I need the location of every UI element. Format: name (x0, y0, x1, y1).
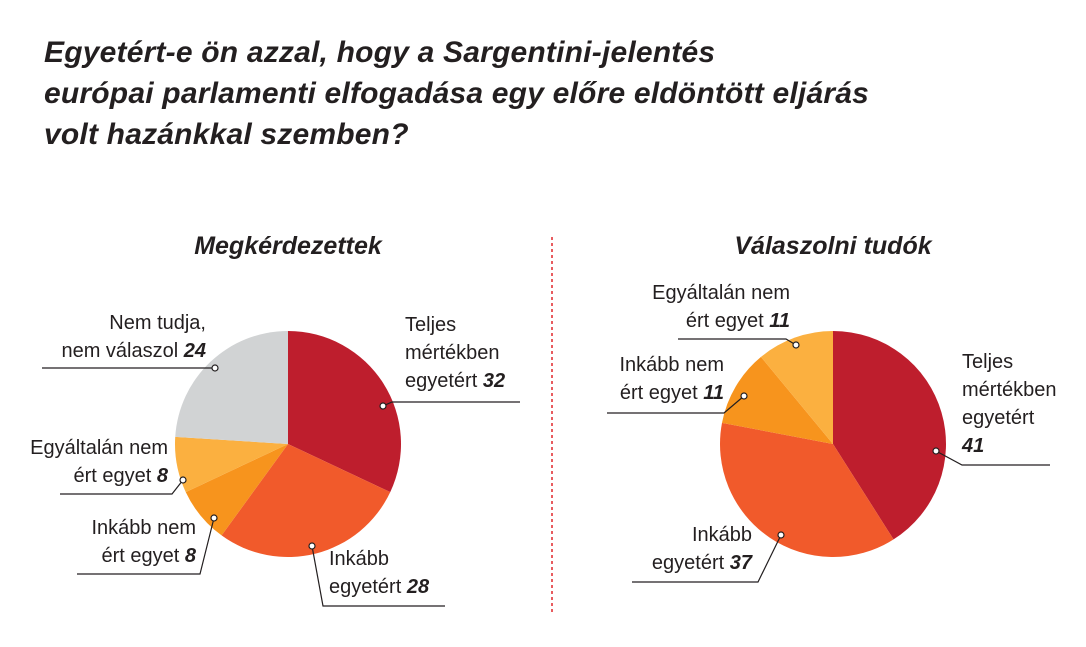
leader-dot (179, 476, 187, 484)
label-left-teljes: Teljes mértékben egyetért 32 (405, 314, 506, 392)
pie-slice (175, 331, 288, 444)
pie-title-left: Megkérdezettek (194, 232, 382, 260)
label-left-egyaltalan-nem: Egyáltalán nem ért egyet 8 (30, 437, 168, 487)
title-line: európai parlamenti elfogadása egy előre … (44, 77, 869, 110)
leader-dot (777, 531, 785, 539)
leader-dot (932, 447, 940, 455)
leader-line (60, 479, 184, 495)
label-left-inkabb-nem: Inkább nem ért egyet 8 (91, 517, 196, 567)
leader-line (607, 395, 745, 414)
pie-slice (221, 444, 391, 557)
pie-slice (185, 444, 288, 536)
chart-title: Egyetért-e ön azzal, hogy a Sargentini-j… (44, 32, 869, 155)
leader-dot (740, 392, 748, 400)
label-right-inkabb-egyetert: Inkább egyetért 37 (651, 524, 752, 574)
pie-slice (722, 356, 833, 444)
pie-title-right: Válaszolni tudók (734, 232, 932, 260)
label-left-inkabb-egyetert: Inkább egyetért 28 (329, 548, 430, 598)
leader-line (678, 338, 797, 346)
pie-slice (760, 331, 833, 444)
pie-slice (720, 422, 894, 557)
leader-dot (792, 341, 800, 349)
leader-line (382, 401, 520, 407)
label-right-egyaltalan-nem: Egyáltalán nem ért egyet 11 (652, 282, 790, 332)
label-right-inkabb-nem: Inkább nem ért egyet 11 (619, 354, 724, 404)
leader-dot (211, 364, 219, 372)
title-line: Egyetért-e ön azzal, hogy a Sargentini-j… (44, 36, 716, 69)
leader-line (77, 517, 215, 575)
label-left-nem-tudja: Nem tudja, nem válaszol 24 (61, 312, 206, 362)
label-right-teljes: Teljes mértékben egyetért 41 (962, 351, 1057, 457)
leader-line (632, 534, 782, 583)
leader-line (935, 450, 1050, 466)
pie-slice (288, 331, 402, 493)
leader-dot (210, 514, 218, 522)
pie-slice (175, 436, 288, 493)
title-line: volt hazánkkal szemben? (44, 118, 409, 151)
leader-dot (308, 542, 316, 550)
pie-slice (833, 331, 946, 540)
leader-line (311, 545, 445, 607)
leader-dot (379, 402, 387, 410)
